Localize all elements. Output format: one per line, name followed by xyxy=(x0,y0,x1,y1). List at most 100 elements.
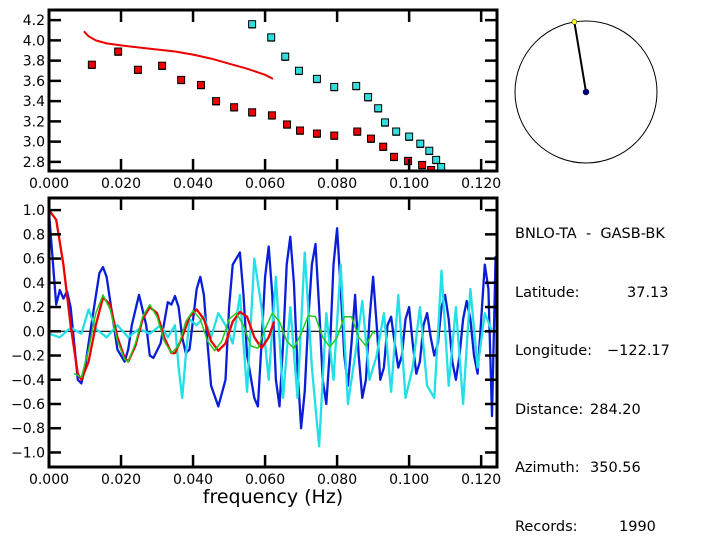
data-point-cyan-measurements xyxy=(392,127,401,136)
y-tick-label: −1.0 xyxy=(11,445,45,461)
data-point-red-measurements xyxy=(283,120,292,129)
y-tick-label: 0.4 xyxy=(23,276,45,292)
data-point-cyan-measurements xyxy=(405,132,414,141)
y-tick-label: 3.2 xyxy=(23,114,45,130)
azimuth-label: Azimuth: xyxy=(515,460,580,476)
latitude-label: Latitude: xyxy=(515,284,580,301)
y-tick-label: 1.0 xyxy=(23,203,45,219)
data-point-cyan-measurements xyxy=(294,66,303,75)
distance-row: Distance: 284.20 xyxy=(515,401,670,421)
data-point-red-measurements xyxy=(133,65,142,74)
data-point-cyan-measurements xyxy=(312,74,321,83)
y-tick-label: 3.6 xyxy=(23,74,45,90)
x-tick-label: 0.120 xyxy=(461,176,501,192)
y-tick-label: −0.6 xyxy=(11,397,45,413)
cross-correlation-spectrum-plot: 0.000 0.020 0.040 0.060 0.080 0.100 0.120 1.0 0.… xyxy=(11,196,501,508)
data-point-red-measurements xyxy=(296,126,305,135)
series-line-cyan-observed xyxy=(49,251,496,448)
azimuth-row: Azimuth: 350.56 xyxy=(515,459,670,479)
plot-area xyxy=(49,209,497,448)
series-line-blue-observed xyxy=(49,212,497,430)
x-tick-label: 0.100 xyxy=(389,472,429,488)
data-point-red-measurements xyxy=(230,103,239,112)
data-point-cyan-measurements xyxy=(432,155,441,164)
data-point-red-measurements xyxy=(114,47,123,56)
data-point-cyan-measurements xyxy=(248,20,257,29)
y-tick-label: 3.8 xyxy=(23,54,45,70)
x-tick-label: 0.100 xyxy=(389,176,429,192)
x-axis-title: frequency (Hz) xyxy=(203,486,343,508)
data-point-red-measurements xyxy=(267,111,276,120)
data-point-cyan-measurements xyxy=(374,104,383,113)
series-line-red-model xyxy=(49,209,276,381)
records-label: Records: xyxy=(515,518,578,535)
center-station-marker-icon xyxy=(582,88,590,96)
x-tick-label: 0.000 xyxy=(29,176,69,192)
y-tick-label: 3.0 xyxy=(23,135,45,151)
y-tick-label: 0.2 xyxy=(23,300,45,316)
azimuth-circle xyxy=(514,20,658,164)
data-point-cyan-measurements xyxy=(281,52,290,61)
y-tick-label: 4.2 xyxy=(23,13,45,29)
azimuth-value: 350.56 xyxy=(590,460,641,476)
x-tick-label: 0.040 xyxy=(173,472,213,488)
data-point-cyan-measurements xyxy=(381,118,389,127)
data-point-red-measurements xyxy=(418,160,427,169)
data-point-red-measurements xyxy=(330,131,339,140)
x-tick-label: 0.020 xyxy=(101,472,141,488)
chart-canvas: 0.000 0.020 0.040 0.060 0.080 0.100 0.120 2.8 3.… xyxy=(11,8,658,508)
x-tick-label: 0.060 xyxy=(245,472,285,488)
data-point-cyan-measurements xyxy=(364,93,373,102)
station-pair-label: BNLO-TA - GASB-BK xyxy=(515,226,665,242)
series-line-red-model-curve xyxy=(83,30,274,80)
data-point-cyan-measurements xyxy=(416,139,425,148)
records-value: 1990 xyxy=(619,518,656,535)
station-info-panel: BNLO-TA - GASB-BK Latitude: 37.13 Longit… xyxy=(515,186,670,557)
latitude-row: Latitude: 37.13 xyxy=(515,284,670,304)
x-tick-label: 0.060 xyxy=(245,176,285,192)
y-tick-label: −0.4 xyxy=(11,373,45,389)
data-point-cyan-measurements xyxy=(425,146,434,155)
data-point-red-measurements xyxy=(312,129,321,138)
y-tick-label: 2.8 xyxy=(23,155,45,171)
data-point-red-measurements xyxy=(212,97,221,106)
data-point-red-measurements xyxy=(390,152,399,161)
y-tick-label: 0.8 xyxy=(23,227,45,243)
station-marker-icon xyxy=(571,19,578,25)
x-tick-label: 0.040 xyxy=(173,176,213,192)
azimuth-map xyxy=(514,19,658,164)
distance-value: 284.20 xyxy=(590,401,641,418)
azimuth-line xyxy=(573,21,587,93)
data-point-red-measurements xyxy=(196,80,205,89)
series-line-green-model xyxy=(73,294,376,379)
data-point-red-measurements xyxy=(177,75,186,84)
data-point-cyan-measurements xyxy=(330,82,339,91)
x-tick-label: 0.080 xyxy=(317,176,357,192)
data-point-cyan-measurements xyxy=(352,81,361,90)
data-point-cyan-measurements xyxy=(437,162,446,171)
longitude-row: Longitude: −122.17 xyxy=(515,342,670,362)
data-point-cyan-measurements xyxy=(267,33,276,42)
latitude-value: 37.13 xyxy=(627,284,669,301)
y-tick-label: 3.4 xyxy=(23,94,45,110)
y-tick-label: 0.0 xyxy=(23,324,45,340)
data-point-red-measurements xyxy=(248,108,257,117)
longitude-label: Longitude: xyxy=(515,343,593,359)
y-tick-label: −0.8 xyxy=(11,421,45,437)
x-tick-label: 0.000 xyxy=(29,472,69,488)
x-tick-label: 0.080 xyxy=(317,472,357,488)
x-tick-label: 0.020 xyxy=(101,176,141,192)
data-point-red-measurements xyxy=(379,142,388,151)
records-row: Records: 1990 xyxy=(515,518,670,538)
plot-frame xyxy=(47,8,499,173)
distance-label: Distance: xyxy=(515,401,584,418)
longitude-value: −122.17 xyxy=(607,343,670,359)
y-tick-label: 4.0 xyxy=(23,33,45,49)
data-point-red-measurements xyxy=(366,134,375,143)
data-point-red-measurements xyxy=(158,61,167,70)
plot-area xyxy=(83,20,446,171)
y-tick-label: −0.2 xyxy=(11,349,45,365)
x-tick-label: 0.120 xyxy=(461,472,501,488)
data-point-red-measurements xyxy=(353,127,362,136)
velocity-dispersion-plot: 0.000 0.020 0.040 0.060 0.080 0.100 0.120 2.8 3.… xyxy=(23,8,501,192)
